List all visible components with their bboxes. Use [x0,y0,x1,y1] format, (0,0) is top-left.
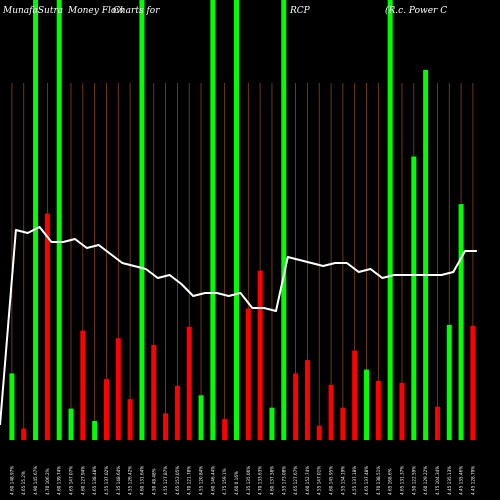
x-tick-label: 4.60 131.64% [139,466,144,495]
x-tick-label: 4.60 127.94% [80,466,85,495]
x-tick-label: 4.60 0.16% [234,471,239,495]
outflow-bar [186,326,192,440]
inflow-bar [68,408,74,440]
inflow-bar [9,373,15,440]
outflow-bar [328,384,334,440]
outflow-bar [115,338,121,440]
x-tick-label: 4.50 48.48% [151,468,156,495]
outflow-bar [293,373,299,440]
inflow-bar [56,0,62,440]
inflow-bar [139,0,145,440]
x-tick-label: 4.65 147.07% [69,466,74,495]
x-tick-label: 4.60 148.97% [9,466,14,495]
x-tick-label: 4.45 135.46% [459,466,464,495]
x-tick-label: 4.65 137.48% [364,466,369,495]
x-tick-label: 4.60 137.58% [269,466,274,495]
x-tick-label: 4.45 128.79% [470,466,475,495]
x-tick-label: 4.90 145.67% [33,466,38,495]
outflow-bar [352,350,358,440]
inflow-bar [446,324,452,440]
price-line-group [0,226,477,426]
inflow-bar [423,69,429,440]
x-tick-label: 4.75 104.34% [435,466,440,495]
x-tick-label: 4.55 147.01% [317,466,322,495]
x-tick-label: 4.60 129.22% [423,466,428,495]
x-tick-label: 4.55 126.42% [128,466,133,495]
outflow-bar [470,325,476,440]
outflow-bar [316,425,322,440]
outflow-bar [375,381,381,440]
x-tick-label: 4.45 135.13% [447,466,452,495]
x-tick-label: 4.60 139.74% [57,466,62,495]
title-charts: Charts for [113,6,160,16]
outflow-bar [80,330,86,440]
x-tick-labels: 4.60 148.97% 4.65 15.2% 4.90 145.67% 4.70 1… [9,466,475,495]
outflow-bar [222,419,228,440]
x-tick-label: 4.65 15.2% [21,471,26,495]
outflow-bar [257,270,263,440]
volume-bars [9,0,476,440]
x-tick-label: 4.55 120.84% [199,466,204,495]
outflow-bar [44,213,50,440]
x-tick-label: 4.55 137.18% [352,466,357,495]
chart-title: MunafaSutra Money Flow Charts for RCP (R… [2,5,447,16]
outflow-bar [151,344,157,440]
x-tick-label: 4.60 146.44% [210,466,215,495]
x-tick-label: 4.65 131.37% [399,466,404,495]
x-tick-label: 4.50 122.59% [411,466,416,495]
title-phrase: Money Flow [67,6,124,16]
outflow-bar [103,379,109,440]
x-tick-label: 4.75 159.1% [222,468,227,495]
x-tick-label: 4.60 152.74% [305,466,310,495]
inflow-bar [269,407,275,440]
inflow-bar [458,204,464,440]
outflow-bar [434,406,440,440]
inflow-bar [411,156,417,440]
title-symbol: RCP [289,6,311,16]
x-tick-label: 4.65 127.67% [293,466,298,495]
x-tick-label: 4.70 133.63% [258,466,263,495]
outflow-bar [340,407,346,440]
inflow-bar [364,369,370,440]
outflow-bar [304,360,310,440]
outflow-bar [399,382,405,440]
inflow-bar [281,0,287,440]
x-tick-label: 4.35 148.64% [116,466,121,495]
x-tick-label: 4.35 135.06% [246,466,251,495]
inflow-bar [387,0,393,440]
outflow-bar [245,308,251,440]
x-tick-label: 4.60 145.95% [329,466,334,495]
outflow-bar [174,385,180,440]
inflow-bar [198,395,204,440]
x-tick-label: 4.55 137.02% [104,466,109,495]
price-line [0,226,477,426]
inflow-bar [33,0,39,440]
inflow-bar [92,420,98,440]
x-tick-label: 4.70 138.51% [376,466,381,495]
title-company: (R.c. Power C [385,5,447,16]
outflow-bar [163,413,169,440]
title-brand: MunafaSutra [2,6,63,16]
inflow-bar [234,0,239,440]
x-tick-label: 4.55 173.08% [281,466,286,495]
x-tick-label: 4.65 168.6% [388,468,393,495]
outflow-bar [127,399,133,440]
outflow-bar [21,428,27,440]
x-tick-label: 4.65 153.05% [175,466,180,495]
x-tick-label: 4.70 106.2% [45,468,50,495]
x-tick-label: 4.65 138.48% [92,466,97,495]
x-tick-label: 4.70 121.78% [187,466,192,495]
x-tick-label: 4.55 127.87% [163,466,168,495]
inflow-bar [210,0,216,440]
x-tick-label: 4.55 134.19% [340,466,345,495]
